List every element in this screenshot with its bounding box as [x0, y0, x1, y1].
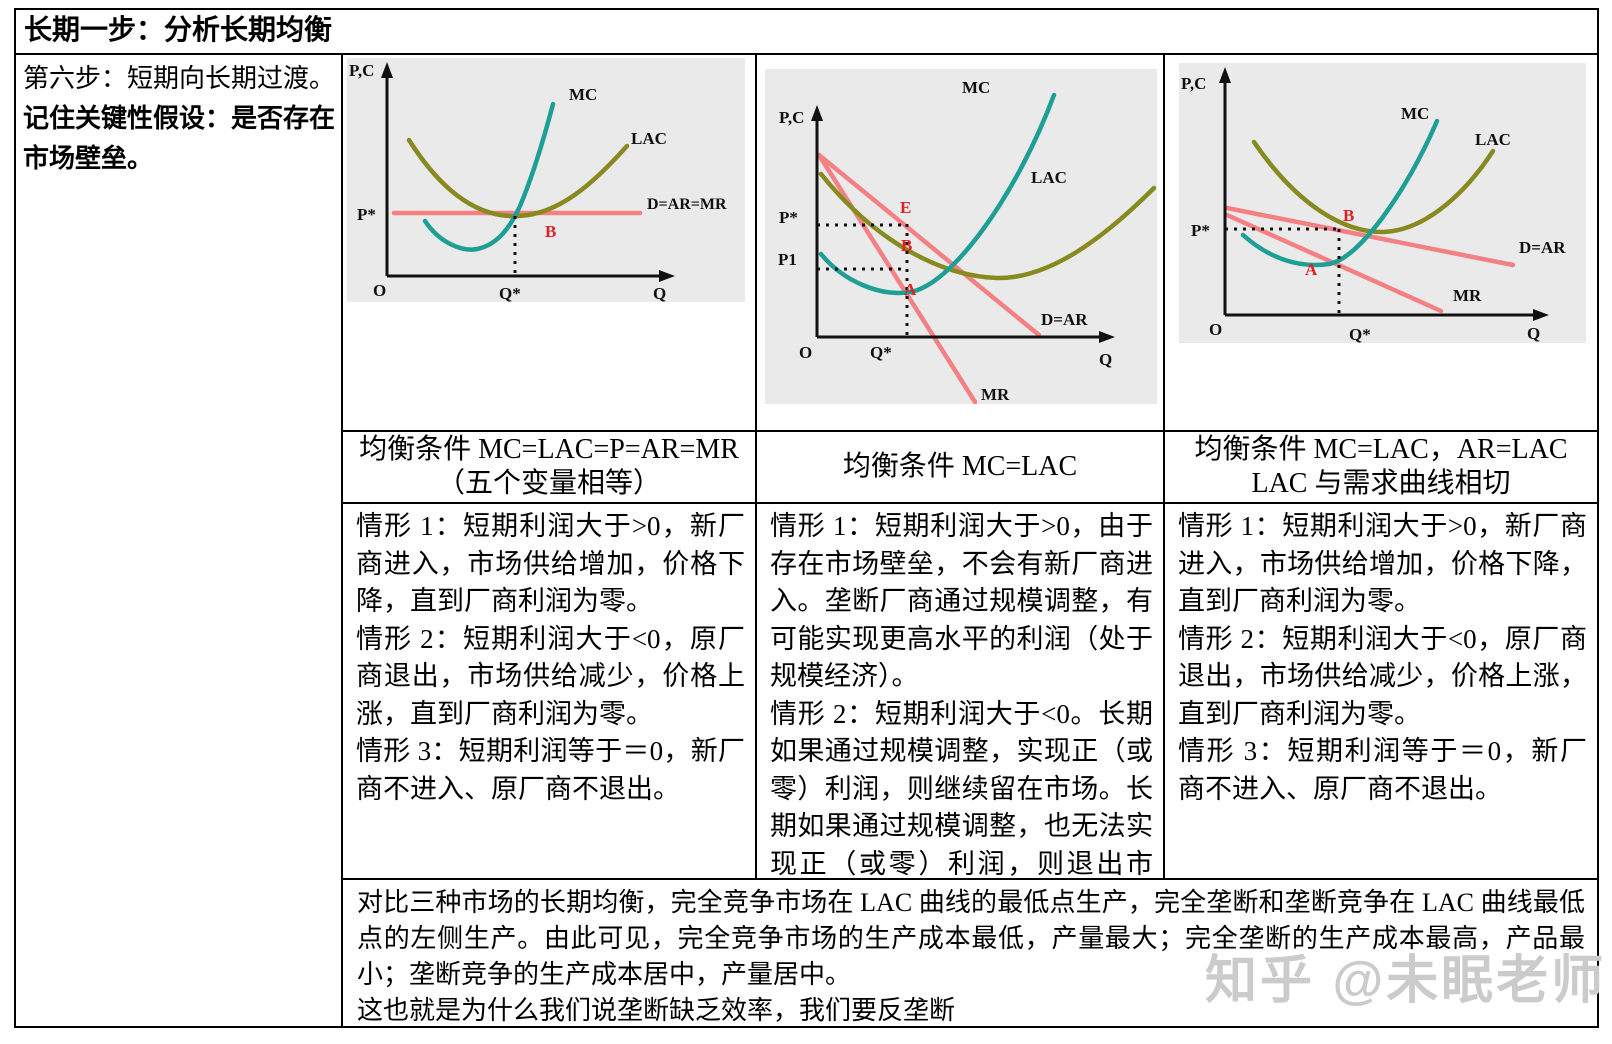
cases-perfect-competition: 情形 1：短期利润大于>0，新厂商进入，市场供给增加，价格下降，直到厂商利润为零… — [343, 504, 755, 878]
chart-cell-monopoly: MC P,C LAC D=AR MR P* P1 E B A O Q* Q — [757, 55, 1163, 430]
point-a-label: A — [904, 280, 917, 299]
point-b-label: B — [1343, 206, 1354, 225]
comparison-paragraph-1: 对比三种市场的长期均衡，完全竞争市场在 LAC 曲线的最低点生产，完全垄断和垄断… — [357, 888, 1585, 989]
point-a-label: A — [1305, 260, 1318, 279]
x-axis-label: Q — [1527, 324, 1540, 343]
case-paragraph: 情形 2：短期利润大于<0。长期如果通过规模调整，实现正（或零）利润，则继续留在… — [770, 698, 1153, 879]
p1-label: P1 — [778, 250, 797, 269]
demand-label: D=AR=MR — [647, 196, 727, 213]
case-paragraph: 情形 1：短期利润大于>0，新厂商进入，市场供给增加，价格下降，直到厂商利润为零… — [356, 511, 745, 616]
y-axis-label: P,C — [349, 61, 374, 80]
lac-label: LAC — [1031, 168, 1067, 187]
table-header-title: 长期一步：分析长期均衡 — [16, 10, 1597, 53]
x-axis-arrow-icon — [1099, 331, 1115, 343]
chart-monopolistic-competition-svg: P,C MC LAC D=AR MR P* B A O Q* Q — [1181, 67, 1566, 343]
y-axis-arrow-icon — [811, 105, 823, 121]
left-note: 第六步：短期向长期过渡。 记住关键性假设：是否存在市场壁垒。 — [16, 55, 341, 1026]
chart-monopoly-svg: MC P,C LAC D=AR MR P* P1 E B A O Q* Q — [778, 78, 1157, 404]
mc-label: MC — [569, 85, 597, 104]
demand-label: D=AR — [1041, 310, 1088, 329]
demand-line — [816, 152, 1042, 338]
mr-label: MR — [1453, 286, 1482, 305]
mc-label: MC — [1401, 104, 1429, 123]
cases-monopolistic-competition: 情形 1：短期利润大于>0，新厂商进入，市场供给增加，价格下降，直到厂商利润为零… — [1165, 504, 1597, 878]
chart-perfect-competition-svg: P,C MC LAC D=AR=MR P* B O Q* Q — [349, 61, 727, 302]
case-paragraph: 情形 3：短期利润等于＝0，新厂商不进入、原厂商不退出。 — [1178, 736, 1587, 804]
chart-perfect-competition: P,C MC LAC D=AR=MR P* B O Q* Q — [347, 58, 745, 302]
equilibrium-condition-perfect-competition: 均衡条件 MC=LAC=P=AR=MR （五个变量相等） — [343, 432, 755, 502]
y-axis-label: P,C — [779, 108, 804, 127]
left-note-line2: 记住关键性假设：是否存在市场壁垒。 — [23, 104, 336, 173]
x-axis-label: Q — [1099, 350, 1112, 369]
point-b-label: B — [545, 222, 556, 241]
lac-label: LAC — [631, 129, 667, 148]
mc-label: MC — [962, 78, 990, 97]
chart-cell-perfect-competition: P,C MC LAC D=AR=MR P* B O Q* Q — [343, 55, 755, 430]
mc-curve — [818, 92, 1057, 296]
left-note-line1: 第六步：短期向长期过渡。 — [23, 64, 336, 93]
condition-line: 均衡条件 MC=LAC=P=AR=MR — [359, 434, 739, 465]
point-b-label: B — [901, 236, 912, 255]
q-star-label: Q* — [870, 343, 892, 362]
mc-curve — [422, 101, 556, 252]
condition-line: （五个变量相等） — [436, 468, 661, 499]
x-axis-label: Q — [653, 284, 666, 302]
comparison-paragraph-2: 这也就是为什么我们说垄断缺乏效率，我们要反垄断 — [357, 996, 956, 1025]
mr-line — [816, 152, 978, 404]
q-star-label: Q* — [499, 284, 521, 302]
q-star-label: Q* — [1349, 325, 1371, 343]
p-star-label: P* — [1191, 221, 1210, 240]
y-axis-arrow-icon — [381, 62, 393, 78]
comparison-note: 对比三种市场的长期均衡，完全竞争市场在 LAC 曲线的最低点生产，完全垄断和垄断… — [343, 880, 1597, 1026]
x-axis-arrow-icon — [1533, 309, 1549, 321]
x-axis-arrow-icon — [659, 270, 675, 282]
case-paragraph: 情形 2：短期利润大于<0，原厂商退出，市场供给减少，价格上涨，直到厂商利润为零… — [356, 623, 745, 729]
lac-curve — [1251, 139, 1496, 235]
condition-line: LAC 与需求曲线相切 — [1251, 468, 1511, 499]
case-paragraph: 情形 2：短期利润大于<0，原厂商退出，市场供给减少，价格上涨，直到厂商利润为零… — [1178, 623, 1587, 729]
case-paragraph: 情形 3：短期利润等于＝0，新厂商不进入、原厂商不退出。 — [356, 736, 745, 804]
p-star-label: P* — [357, 205, 376, 224]
lac-label: LAC — [1475, 130, 1511, 149]
y-axis-label: P,C — [1181, 74, 1206, 93]
equilibrium-condition-monopolistic-competition: 均衡条件 MC=LAC，AR=LAC LAC 与需求曲线相切 — [1165, 432, 1597, 502]
origin-label: O — [799, 343, 812, 362]
y-axis-arrow-icon — [1219, 67, 1231, 83]
mc-curve — [1240, 118, 1440, 268]
chart-monopolistic-competition: P,C MC LAC D=AR MR P* B A O Q* Q — [1179, 63, 1586, 343]
point-e-label: E — [900, 198, 911, 217]
case-paragraph: 情形 1：短期利润大于>0，由于存在市场壁垒，不会有新厂商进入。垄断厂商通过规模… — [770, 511, 1153, 691]
p-star-label: P* — [779, 208, 798, 227]
equilibrium-condition-monopoly: 均衡条件 MC=LAC — [757, 432, 1163, 502]
long-run-equilibrium-table: 长期一步：分析长期均衡 第六步：短期向长期过渡。 记住关键性假设：是否存在市场壁… — [14, 8, 1599, 1028]
condition-line: 均衡条件 MC=LAC — [842, 451, 1078, 482]
chart-cell-monopolistic-competition: P,C MC LAC D=AR MR P* B A O Q* Q — [1165, 55, 1597, 430]
origin-label: O — [373, 281, 386, 300]
cases-monopoly: 情形 1：短期利润大于>0，由于存在市场壁垒，不会有新厂商进入。垄断厂商通过规模… — [757, 504, 1163, 878]
condition-line: 均衡条件 MC=LAC，AR=LAC — [1194, 434, 1568, 465]
demand-label: D=AR — [1519, 238, 1566, 257]
lac-curve — [406, 137, 630, 219]
chart-monopoly: MC P,C LAC D=AR MR P* P1 E B A O Q* Q — [765, 69, 1157, 404]
origin-label: O — [1209, 320, 1222, 339]
mr-label: MR — [981, 385, 1010, 404]
case-paragraph: 情形 1：短期利润大于>0，新厂商进入，市场供给增加，价格下降，直到厂商利润为零… — [1178, 511, 1587, 616]
